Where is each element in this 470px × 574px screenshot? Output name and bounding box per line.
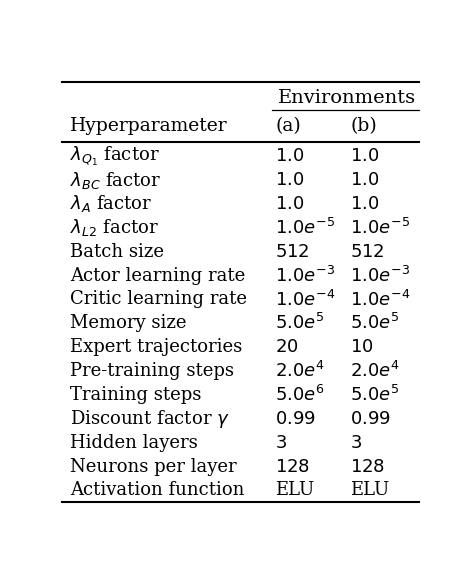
Text: $10$: $10$ bbox=[350, 338, 374, 356]
Text: $\lambda_{Q_1}$ factor: $\lambda_{Q_1}$ factor bbox=[70, 145, 159, 168]
Text: Memory size: Memory size bbox=[70, 315, 186, 332]
Text: $128$: $128$ bbox=[275, 457, 311, 475]
Text: Hyperparameter: Hyperparameter bbox=[70, 117, 227, 135]
Text: $5.0e^{5}$: $5.0e^{5}$ bbox=[275, 313, 325, 333]
Text: $512$: $512$ bbox=[275, 243, 310, 261]
Text: Training steps: Training steps bbox=[70, 386, 201, 404]
Text: Critic learning rate: Critic learning rate bbox=[70, 290, 247, 308]
Text: $0.99$: $0.99$ bbox=[275, 410, 316, 428]
Text: $1.0$: $1.0$ bbox=[350, 171, 379, 189]
Text: (b): (b) bbox=[350, 117, 377, 135]
Text: $3$: $3$ bbox=[350, 434, 362, 452]
Text: $1.0e^{-4}$: $1.0e^{-4}$ bbox=[275, 289, 336, 309]
Text: Expert trajectories: Expert trajectories bbox=[70, 338, 242, 356]
Text: Actor learning rate: Actor learning rate bbox=[70, 266, 245, 285]
Text: $1.0e^{-4}$: $1.0e^{-4}$ bbox=[350, 289, 410, 309]
Text: Environments: Environments bbox=[278, 88, 416, 107]
Text: $\lambda_{A}$ factor: $\lambda_{A}$ factor bbox=[70, 193, 152, 215]
Text: $0.99$: $0.99$ bbox=[350, 410, 391, 428]
Text: $128$: $128$ bbox=[350, 457, 385, 475]
Text: Hidden layers: Hidden layers bbox=[70, 434, 197, 452]
Text: $2.0e^{4}$: $2.0e^{4}$ bbox=[350, 361, 400, 381]
Text: Discount factor $\gamma$: Discount factor $\gamma$ bbox=[70, 408, 229, 430]
Text: $3$: $3$ bbox=[275, 434, 288, 452]
Text: $2.0e^{4}$: $2.0e^{4}$ bbox=[275, 361, 325, 381]
Text: Neurons per layer: Neurons per layer bbox=[70, 457, 236, 475]
Text: ELU: ELU bbox=[350, 482, 390, 499]
Text: $1.0$: $1.0$ bbox=[275, 171, 305, 189]
Text: Activation function: Activation function bbox=[70, 482, 244, 499]
Text: Pre-training steps: Pre-training steps bbox=[70, 362, 234, 380]
Text: $1.0$: $1.0$ bbox=[350, 148, 379, 165]
Text: $1.0$: $1.0$ bbox=[350, 195, 379, 213]
Text: $20$: $20$ bbox=[275, 338, 299, 356]
Text: $1.0$: $1.0$ bbox=[275, 148, 305, 165]
Text: $1.0e^{-3}$: $1.0e^{-3}$ bbox=[275, 266, 336, 286]
Text: Batch size: Batch size bbox=[70, 243, 164, 261]
Text: $\lambda_{BC}$ factor: $\lambda_{BC}$ factor bbox=[70, 170, 161, 191]
Text: $512$: $512$ bbox=[350, 243, 385, 261]
Text: (a): (a) bbox=[275, 117, 301, 135]
Text: $1.0$: $1.0$ bbox=[275, 195, 305, 213]
Text: $1.0e^{-5}$: $1.0e^{-5}$ bbox=[275, 218, 336, 238]
Text: $5.0e^{5}$: $5.0e^{5}$ bbox=[350, 313, 400, 333]
Text: $1.0e^{-5}$: $1.0e^{-5}$ bbox=[350, 218, 410, 238]
Text: $\lambda_{L2}$ factor: $\lambda_{L2}$ factor bbox=[70, 218, 158, 238]
Text: $5.0e^{5}$: $5.0e^{5}$ bbox=[350, 385, 400, 405]
Text: $5.0e^{6}$: $5.0e^{6}$ bbox=[275, 385, 325, 405]
Text: $1.0e^{-3}$: $1.0e^{-3}$ bbox=[350, 266, 410, 286]
Text: ELU: ELU bbox=[275, 482, 315, 499]
